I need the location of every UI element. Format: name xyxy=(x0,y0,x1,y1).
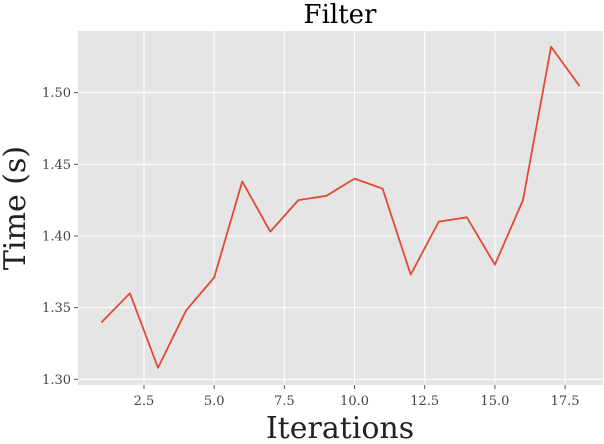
x-tick-label: 15.0 xyxy=(480,394,509,409)
y-axis-label: Time (s) xyxy=(0,146,33,270)
series-layer xyxy=(100,45,581,369)
chart-title: Filter xyxy=(304,0,378,30)
x-tick-label: 5.0 xyxy=(204,394,225,409)
plot-area xyxy=(78,31,603,385)
x-tick-label: 2.5 xyxy=(134,394,155,409)
y-tick-label: 1.30 xyxy=(42,373,71,388)
y-tick-label: 1.45 xyxy=(42,158,71,173)
series-line xyxy=(100,45,581,369)
x-tick-label: 10.0 xyxy=(340,394,369,409)
y-tick-label: 1.35 xyxy=(42,301,71,316)
x-tick-label: 17.5 xyxy=(551,394,580,409)
x-tick-label: 12.5 xyxy=(410,394,439,409)
y-tick-label: 1.50 xyxy=(42,86,71,101)
x-tick-label: 7.5 xyxy=(274,394,295,409)
y-axis: 1.30 1.35 1.40 1.45 1.50 xyxy=(42,86,78,388)
grid-lines xyxy=(78,31,603,385)
x-axis: 2.5 5.0 7.5 10.0 12.5 15.0 17.5 xyxy=(134,385,580,409)
y-tick-label: 1.40 xyxy=(42,229,71,244)
x-axis-label: Iterations xyxy=(266,411,414,444)
